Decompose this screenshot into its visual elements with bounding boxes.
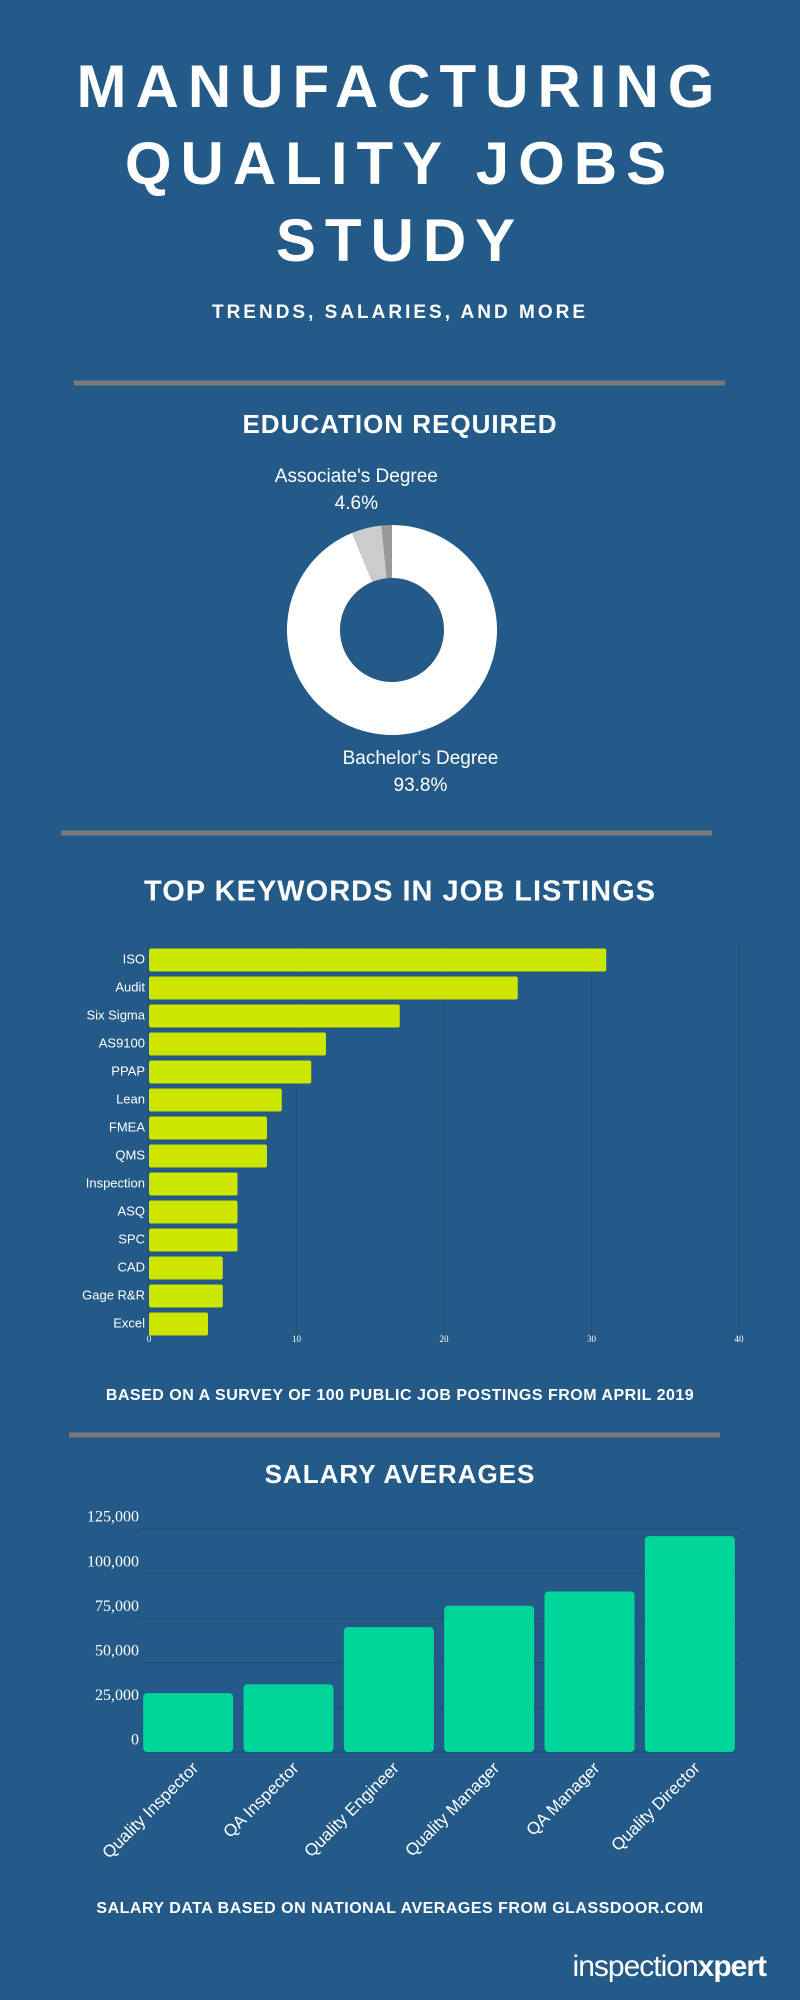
title: MANUFACTURING QUALITY JOBS STUDY	[76, 53, 724, 274]
category-label: PPAP	[111, 1063, 145, 1078]
bar	[149, 1228, 238, 1252]
category-label: QMS	[115, 1147, 145, 1162]
x-tick-label: Quality Manager	[402, 1758, 504, 1860]
category-label: ISO	[123, 951, 145, 966]
category-label: SPC	[118, 1231, 145, 1246]
bar	[544, 1591, 635, 1752]
category-label: Inspection	[86, 1175, 145, 1190]
y-tick-label: 125,000	[87, 1509, 139, 1526]
bar	[444, 1605, 535, 1752]
bar	[343, 1627, 434, 1752]
bar	[143, 1693, 234, 1752]
x-tick-label: Quality Inspector	[99, 1758, 203, 1862]
bar	[149, 1060, 312, 1084]
bar	[149, 1004, 400, 1028]
note: SALARY DATA BASED ON NATIONAL AVERAGES F…	[96, 1900, 703, 1917]
category-label: Excel	[113, 1315, 145, 1330]
bar	[149, 1200, 238, 1224]
y-tick-label: 0	[131, 1732, 139, 1749]
category-label: AS9100	[99, 1035, 145, 1050]
note: BASED ON A SURVEY OF 100 PUBLIC JOB POST…	[106, 1387, 694, 1404]
bar	[149, 976, 518, 1000]
pie-slice	[287, 525, 498, 735]
x-tick-label: QA Manager	[523, 1758, 604, 1839]
subtitle: TRENDS, SALARIES, AND MORE	[212, 302, 588, 323]
slice-label: Associate's Degree	[275, 466, 438, 487]
pie-slice	[352, 525, 387, 582]
bar	[149, 1116, 267, 1140]
logo-part: inspection	[573, 1950, 698, 1983]
bar	[149, 1256, 223, 1280]
chart-title: EDUCATION REQUIRED	[242, 409, 557, 439]
logo-part: xpert	[698, 1950, 767, 1983]
bar	[644, 1536, 735, 1752]
category-label: FMEA	[109, 1119, 145, 1134]
category-label: Lean	[116, 1091, 145, 1106]
x-tick-label: Quality Engineer	[301, 1758, 404, 1861]
category-label: Six Sigma	[86, 1007, 145, 1022]
y-tick-label: 75,000	[95, 1598, 139, 1615]
value-label: 4.6%	[335, 493, 378, 514]
bar	[149, 1088, 282, 1112]
x-tick-label: QA Inspector	[220, 1758, 303, 1841]
category-label: Gage R&R	[82, 1287, 145, 1302]
x-tick-label: 30	[587, 1334, 597, 1344]
slice-label: Bachelor's Degree	[343, 748, 499, 769]
chart-title: SALARY AVERAGES	[265, 1459, 536, 1489]
x-tick-label: 10	[292, 1334, 302, 1344]
x-tick-label: 0	[147, 1334, 152, 1344]
bar	[149, 1144, 267, 1168]
bar	[149, 1284, 223, 1308]
y-tick-label: 100,000	[87, 1553, 139, 1570]
category-label: ASQ	[118, 1203, 145, 1218]
chart-title: TOP KEYWORDS IN JOB LISTINGS	[144, 876, 656, 908]
bar	[149, 948, 607, 972]
bar	[149, 1172, 238, 1196]
x-tick-label: 40	[735, 1334, 745, 1344]
category-label: CAD	[118, 1259, 145, 1274]
y-tick-label: 25,000	[95, 1687, 139, 1704]
category-label: Audit	[115, 979, 145, 994]
y-tick-label: 50,000	[95, 1642, 139, 1659]
logo: inspectionxpert	[573, 1950, 767, 1983]
bar	[243, 1684, 334, 1752]
x-tick-label: 20	[440, 1334, 450, 1344]
bar	[149, 1032, 326, 1056]
pie-slice	[381, 525, 392, 579]
value-label: 93.8%	[394, 775, 448, 796]
x-tick-label: Quality Director	[608, 1758, 705, 1855]
bar	[149, 1312, 208, 1336]
